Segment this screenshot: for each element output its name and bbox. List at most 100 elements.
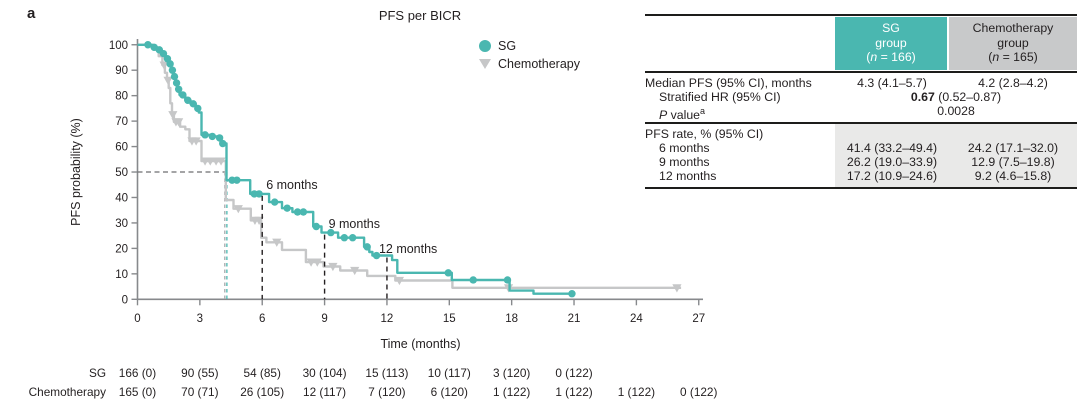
risk-value: 3 (120) <box>493 366 530 380</box>
rate-6mo-label: 6 months <box>659 141 710 155</box>
timepoint-annotation: 9 months <box>329 217 380 231</box>
risk-value: 0 (122) <box>680 385 717 399</box>
chemo-censor-mark <box>312 258 322 267</box>
chemo-censor-mark <box>672 284 682 293</box>
rate-12mo-chemo: 9.2 (4.6–15.8) <box>974 169 1052 183</box>
y-tick-label: 10 <box>115 269 128 281</box>
risk-value: 1 (122) <box>618 385 655 399</box>
hr-label: Stratified HR (95% CI) <box>659 90 781 104</box>
table-header-sg-group: SG group (n = 166) <box>835 17 947 70</box>
table-row-rate-12mo: 12 months 17.2 (10.9–24.6) 9.2 (4.6–15.8… <box>645 169 1077 183</box>
table-header-rule <box>645 71 1077 73</box>
x-tick-label: 9 <box>321 313 327 325</box>
table-bottom-rule <box>645 187 1077 189</box>
x-tick-label: 18 <box>505 313 518 325</box>
x-tick-label: 21 <box>568 313 581 325</box>
x-tick-label: 12 <box>381 313 394 325</box>
risk-value: 166 (0) <box>119 366 156 380</box>
risk-value: 15 (113) <box>365 366 408 380</box>
x-tick-label: 27 <box>692 313 705 325</box>
sg-censor-mark <box>568 289 576 298</box>
legend-item-sg: SG <box>479 38 580 53</box>
risk-value: 1 (122) <box>555 385 592 399</box>
sg-circle-marker-icon <box>479 39 491 52</box>
risk-value: 0 (122) <box>555 366 592 380</box>
rate-9mo-sg: 26.2 (19.0–33.9) <box>846 155 938 169</box>
sg-censor-mark <box>174 85 183 93</box>
x-axis-label: Time (months) <box>380 337 461 351</box>
sg-censor-mark <box>340 233 349 242</box>
y-tick-label: 40 <box>115 192 128 204</box>
sg-censor-mark <box>208 132 217 141</box>
sg-censor-mark <box>348 233 357 242</box>
table-row-rate-6mo: 6 months 41.4 (33.2–49.4) 24.2 (17.1–32.… <box>645 141 1077 155</box>
timepoint-annotation: 6 months <box>266 178 317 192</box>
table-section-pfs-rate: PFS rate, % (95% CI) 6 months 41.4 (33.2… <box>645 124 1077 187</box>
chemo-censor-mark <box>159 61 169 70</box>
sg-censor-mark <box>312 222 320 231</box>
table-header-spacer <box>645 17 835 70</box>
table-header-row: SG group (n = 166) Chemotherapy group (n… <box>645 17 1077 70</box>
km-plot: 0 10 20 30 40 50 60 70 80 90 100 0 3 6 9 12 15 18 21 24 27 6 … <box>29 39 718 399</box>
chemo-censor-mark <box>306 258 316 267</box>
sg-censor-mark <box>219 139 227 148</box>
sg-curve <box>137 43 572 295</box>
sg-censor-mark <box>172 79 181 87</box>
median-sg-value: 4.3 (4.1–5.7) <box>857 76 927 90</box>
sg-censor-mark <box>372 251 381 260</box>
x-tick-label: 3 <box>197 313 203 325</box>
y-tick-label: 0 <box>122 294 128 306</box>
pvalue-value: 0.0028 <box>937 104 975 118</box>
y-tick-label: 100 <box>109 40 128 52</box>
sg-censor-mark <box>168 66 177 74</box>
rate-9mo-label: 9 months <box>659 155 710 169</box>
rate-9mo-chemo: 12.9 (7.5–19.8) <box>971 155 1055 169</box>
risk-row-label: Chemotherapy <box>29 385 106 399</box>
rate-6mo-sg: 41.4 (33.2–49.4) <box>846 141 938 155</box>
risk-value: 10 (117) <box>428 366 471 380</box>
sg-censor-mark <box>189 100 197 108</box>
x-tick-label: 0 <box>134 313 140 325</box>
timepoint-annotation: 12 months <box>379 242 437 256</box>
sg-censor-mark <box>363 243 371 251</box>
chemo-censor-mark <box>191 137 201 146</box>
pvalue-label: P valuea <box>659 106 706 123</box>
median-label: Median PFS (95% CI), months <box>645 76 812 90</box>
chemo-censor-mark <box>205 157 215 166</box>
sg-censor-mark <box>469 276 477 284</box>
sg-censor-mark <box>327 228 335 237</box>
pfs-rate-shading <box>835 124 1077 187</box>
sg-censor-mark <box>166 60 174 68</box>
sg-censor-mark <box>144 41 152 49</box>
chemo-censor-mark <box>163 76 173 85</box>
sg-censor-mark <box>444 269 452 277</box>
chemo-censor-mark <box>394 276 405 286</box>
sg-censor-mark <box>255 190 263 198</box>
sg-censor-mark <box>233 176 241 184</box>
table-mid-rule <box>645 122 1077 124</box>
risk-value: 7 (120) <box>368 385 405 399</box>
table-row-rate-header: PFS rate, % (95% CI) <box>645 127 1077 141</box>
chemo-censor-mark <box>254 216 264 225</box>
sg-censor-mark <box>283 204 291 212</box>
risk-value: 54 (85) <box>244 366 281 380</box>
sg-censor-mark <box>201 131 209 139</box>
risk-value: 30 (104) <box>303 366 347 380</box>
table-row-rate-9mo: 9 months 26.2 (19.0–33.9) 12.9 (7.5–19.8… <box>645 155 1077 169</box>
chemo-censor-mark <box>350 266 360 276</box>
sg-censor-mark <box>170 72 179 81</box>
sg-censor-mark <box>159 49 168 58</box>
sg-censor-mark <box>503 276 512 284</box>
table-section-median: Median PFS (95% CI), months 4.3 (4.1–5.7… <box>645 73 1077 122</box>
legend-label-sg: SG <box>498 38 517 53</box>
legend-label-chemotherapy: Chemotherapy <box>498 56 580 71</box>
axes <box>136 39 703 301</box>
sg-censor-mark <box>194 104 202 113</box>
table-top-rule <box>645 14 1077 16</box>
sg-censor-mark <box>299 208 308 216</box>
risk-value: 90 (55) <box>181 366 218 380</box>
sg-censor-mark <box>270 198 279 206</box>
table-row-median: Median PFS (95% CI), months 4.3 (4.1–5.7… <box>645 76 1077 90</box>
chemo-triangle-marker-icon <box>479 58 491 69</box>
